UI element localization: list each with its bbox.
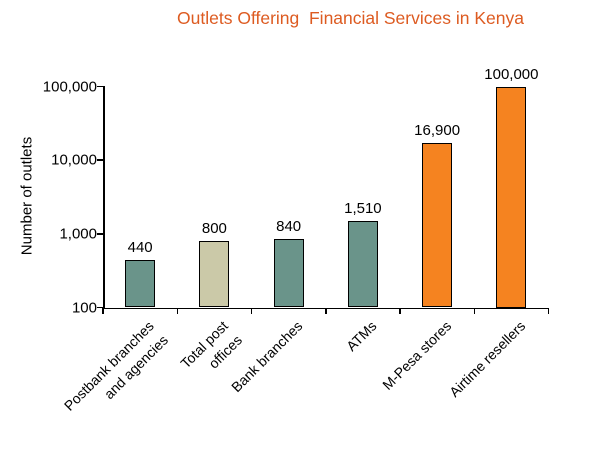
bar bbox=[125, 260, 156, 308]
bar-value-label: 100,000 bbox=[484, 65, 539, 83]
x-tick bbox=[547, 307, 550, 314]
bar-value-label: 440 bbox=[127, 239, 153, 257]
bar bbox=[273, 239, 304, 308]
x-tick bbox=[102, 307, 104, 314]
bar bbox=[347, 220, 378, 308]
x-category-label: M-Pesa stores bbox=[379, 317, 455, 393]
chart-title: Outlets Offering Financial Services in K… bbox=[177, 8, 524, 28]
bar-value-label: 16,900 bbox=[414, 122, 461, 140]
x-tick bbox=[176, 307, 178, 314]
y-tick-label: 1,000 bbox=[59, 225, 97, 243]
x-category-label: ATMs bbox=[343, 317, 380, 355]
bar-value-label: 800 bbox=[201, 219, 227, 237]
bar bbox=[496, 86, 527, 308]
y-axis-line bbox=[103, 86, 105, 308]
x-category-label: Airtime resellers bbox=[446, 317, 529, 400]
bar-value-label: 1,510 bbox=[344, 199, 382, 217]
x-category-label: Postbank branches and agencies bbox=[61, 317, 172, 414]
bar bbox=[199, 240, 230, 308]
y-tick bbox=[96, 233, 103, 235]
bar-value-label: 840 bbox=[276, 218, 302, 236]
y-tick-label: 100 bbox=[71, 299, 97, 316]
x-tick bbox=[399, 307, 401, 314]
y-tick bbox=[96, 85, 103, 88]
x-tick bbox=[473, 307, 475, 314]
y-tick bbox=[96, 306, 103, 309]
y-tick-label: 100,000 bbox=[42, 78, 97, 95]
x-tick bbox=[325, 307, 327, 314]
y-tick-label: 10,000 bbox=[51, 151, 97, 169]
x-tick bbox=[250, 307, 253, 314]
y-tick bbox=[96, 159, 103, 161]
bar bbox=[422, 143, 453, 308]
x-category-label: Bank branches bbox=[228, 317, 306, 396]
